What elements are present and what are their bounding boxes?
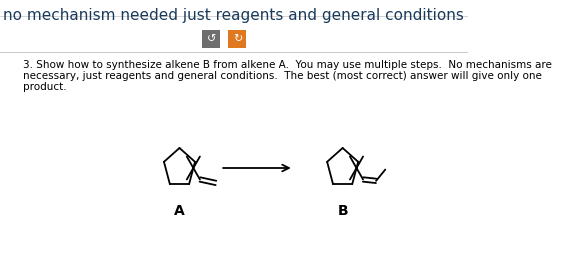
Text: A: A <box>174 204 185 218</box>
FancyBboxPatch shape <box>202 30 220 48</box>
Text: ↻: ↻ <box>232 34 242 44</box>
Text: ↺: ↺ <box>207 34 216 44</box>
Text: necessary, just reagents and general conditions.  The best (most correct) answer: necessary, just reagents and general con… <box>23 71 542 81</box>
Text: product.: product. <box>23 82 67 92</box>
Text: no mechanism needed just reagents and general conditions: no mechanism needed just reagents and ge… <box>3 8 464 23</box>
FancyBboxPatch shape <box>228 30 246 48</box>
Text: B: B <box>338 204 348 218</box>
Text: 3. Show how to synthesize alkene B from alkene A.  You may use multiple steps.  : 3. Show how to synthesize alkene B from … <box>23 60 552 70</box>
